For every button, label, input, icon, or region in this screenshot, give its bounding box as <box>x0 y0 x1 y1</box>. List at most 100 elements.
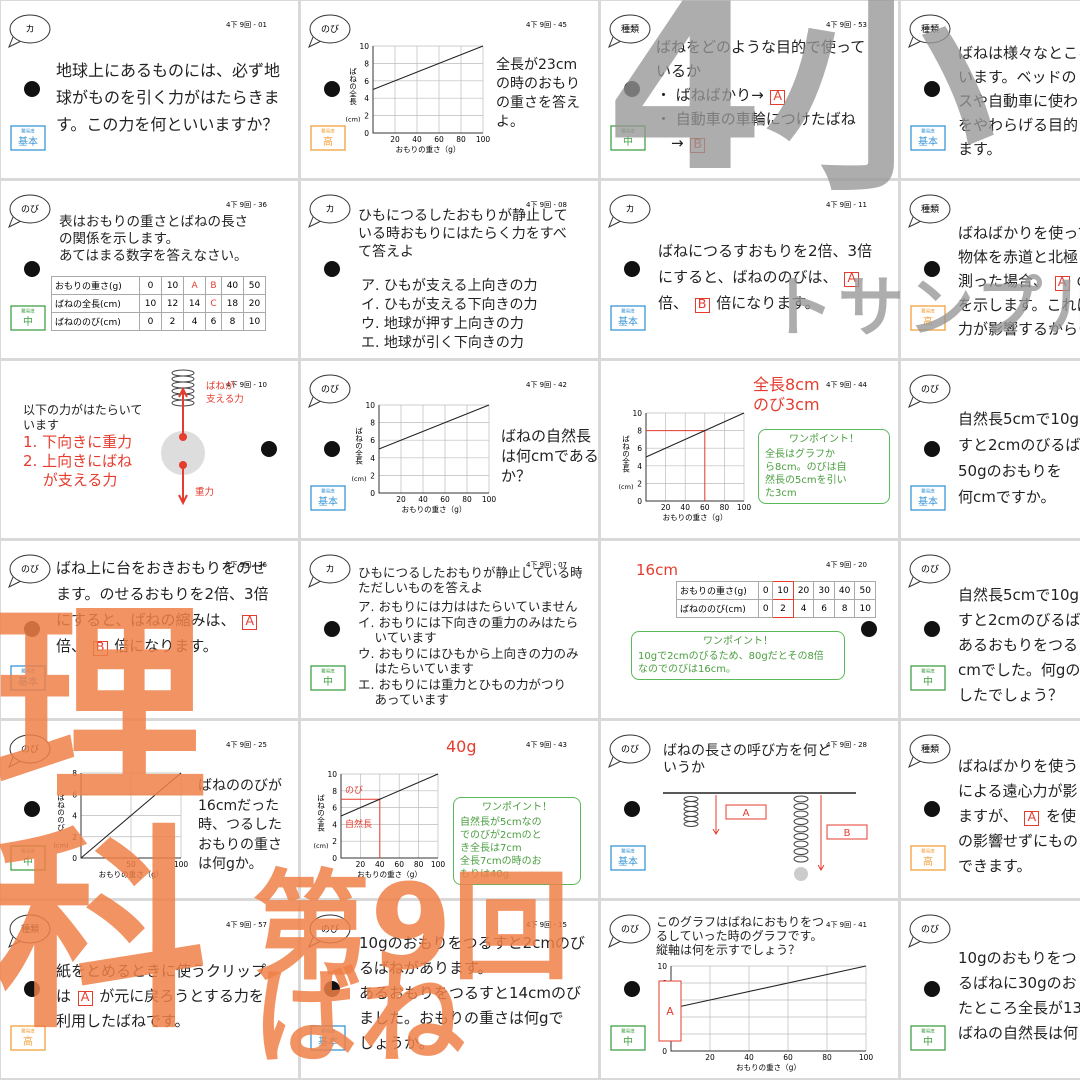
question-line: 測った場合、 A の <box>958 269 1080 293</box>
answer-line: 40g <box>446 737 477 756</box>
y-axis-unit: (cm) <box>314 842 329 850</box>
question-line: ばねは様々なところに <box>958 44 1080 62</box>
question-line: ばねばかりを使う <box>958 757 1079 775</box>
data-line <box>670 965 867 1010</box>
table-cell: 8 <box>833 599 856 618</box>
table-cell: 20 <box>792 581 815 600</box>
level-caption: 難易度 <box>621 848 635 855</box>
badge-bubble <box>9 734 51 764</box>
level-badge <box>910 125 946 151</box>
x-tick-label: 20 <box>390 135 400 144</box>
question-line: 利用したばねです。 <box>56 1012 190 1030</box>
badge-label: のび <box>321 384 339 395</box>
y-axis-label: ばねの全長 <box>316 794 325 833</box>
y-tick-label: 0 <box>364 129 369 138</box>
x-tick-label: 20 <box>356 860 366 869</box>
table-cell: A <box>183 276 207 295</box>
table-row: ばねののび(cm) 0 2 4 6 8 10 <box>50 312 267 331</box>
badge-label: 種類 <box>921 744 939 755</box>
answer-line: が支える力 <box>23 471 118 489</box>
flash-card: のび 4下 9回 - 26 難易度 基本 ばね上に台をおきおもりをのせ ます。のせるおもり… <box>1 541 298 718</box>
x-axis-label: おもりの重さ（g） <box>99 870 164 879</box>
flash-card: 4下 9回 - 10 ばねが 支える力 重力 以下の力がはたらいて います 1. 下向きに重… <box>1 361 298 538</box>
table-cell: 4 <box>792 599 815 618</box>
badge-label: 種類 <box>621 24 639 35</box>
flash-card: のび 難易度中 10gのおもりをつ るばねに30gのお たところ全長が13 ばねの自然長は… <box>901 901 1080 1078</box>
bullet <box>624 261 640 277</box>
question-line: ました。おもりの重さは何gで <box>359 1009 564 1027</box>
bullet <box>24 621 40 637</box>
badge-bubble <box>909 14 951 44</box>
bullet <box>24 261 40 277</box>
question-line: るばねがあります。 <box>359 959 493 977</box>
answer-label: B <box>844 828 851 839</box>
question-line: を示します。これは <box>958 296 1080 314</box>
y-axis-unit: (cm) <box>54 842 69 850</box>
y-tick-label: 2 <box>637 479 642 488</box>
y-axis-label: ばねの全長 <box>354 427 363 466</box>
x-tick-label: 20 <box>396 495 406 504</box>
question-line: ・ 自動車の車輪につけたばね <box>656 110 856 128</box>
flash-card: のび 4下 9回 - 42 難易度 基本 20 40 60 80 100 0 2 4 6 8 10 ばねの全長… <box>301 361 598 538</box>
question-line: るばねに30gのお <box>958 974 1077 992</box>
diagram-label: ばねが <box>206 380 235 392</box>
question-line: 物体を赤道と北極 <box>958 248 1079 266</box>
badge-bubble <box>9 554 51 584</box>
bullet <box>624 801 640 817</box>
table-cell: 18 <box>220 294 244 313</box>
level-caption: 難易度 <box>21 668 35 675</box>
bullet <box>924 81 940 97</box>
level-label: 基本 <box>18 135 38 148</box>
level-label: 高 <box>23 1035 33 1048</box>
badge-label: カ <box>25 24 34 35</box>
answer-box <box>826 824 868 840</box>
y-tick-label: 4 <box>332 820 337 829</box>
bullet <box>924 981 940 997</box>
y-tick-label: 0 <box>332 854 337 863</box>
x-tick-label: 60 <box>394 860 404 869</box>
question-line: 力が影響するから <box>958 320 1079 338</box>
x-tick-label: 100 <box>737 503 752 512</box>
question-line: 自然長5cmで10gの <box>958 586 1080 604</box>
card-code: 4下 9回 - 20 <box>826 561 867 569</box>
flash-card: カ 4下 9回 - 07 難易度中 ひもにつるしたおもりが静止している時 ただしいものを… <box>301 541 598 718</box>
answer-box <box>658 980 682 1042</box>
question-line: て答えよ <box>358 244 414 260</box>
y-axis-label: ばねののび <box>56 793 65 831</box>
y-tick-label: 0 <box>662 1047 667 1056</box>
badge-label: のび <box>21 744 39 755</box>
spring-coil <box>683 821 699 827</box>
question-line: にすると、ばねの縮みは、 A <box>56 607 259 633</box>
level-badge <box>910 665 946 691</box>
flash-card: のび 4下 9回 - 25 難易度中 50 100 0 2 4 6 8 ばねののび (cm) おもりの重… <box>1 721 298 898</box>
card-code: 4下 9回 - 43 <box>526 741 567 749</box>
badge-bubble <box>309 914 351 944</box>
table-cell: B <box>205 276 222 295</box>
card-code: 4下 9回 - 57 <box>226 921 267 929</box>
question-line: よ。 <box>496 114 524 130</box>
badge-bubble <box>309 194 351 224</box>
y-tick-label: 6 <box>364 77 369 86</box>
answer-box <box>725 804 767 820</box>
tip-line: もりは40g <box>460 869 510 880</box>
question-line: たところ全長が13 <box>958 999 1080 1017</box>
diagram-label: 自然長 <box>345 818 372 830</box>
tip-title: ワンポイント！ <box>482 802 552 813</box>
level-label: 基本 <box>318 1035 338 1048</box>
level-label: 高 <box>323 135 333 148</box>
force-point <box>179 433 187 441</box>
table-cell: 40 <box>833 581 856 600</box>
table-cell: 0 <box>139 276 163 295</box>
question-line: 以下の力がはたらいて <box>23 403 143 417</box>
question-line: → B <box>656 131 707 155</box>
x-tick-label: 40 <box>418 495 428 504</box>
level-label: 中 <box>623 1035 633 1048</box>
